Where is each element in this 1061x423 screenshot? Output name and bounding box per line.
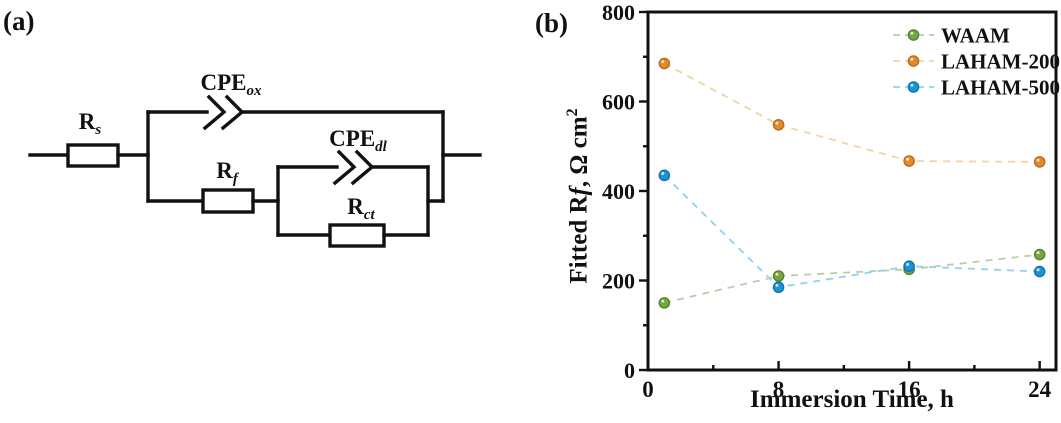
tick-label: 600 — [602, 90, 635, 115]
label-rf: Rf — [216, 158, 238, 187]
label-cpe-ox: CPEox — [200, 70, 262, 99]
circuit-diagram — [28, 94, 482, 248]
data-point — [903, 155, 915, 167]
panel-a-label: (a) — [3, 6, 35, 36]
rf-chart: 0 8 16 24 0 200 400 600 800 WAAMLAHAM-200LAHAM-50… — [602, 0, 1060, 402]
data-point — [907, 81, 920, 93]
series-line — [663, 62, 1040, 163]
label-cpe-dl: CPEdl — [329, 126, 387, 155]
data-point — [1033, 248, 1046, 261]
marker-highlight — [910, 57, 914, 61]
resistor-rf — [201, 188, 255, 214]
data-point — [772, 118, 785, 131]
legend-label: LAHAM-200 — [941, 50, 1060, 74]
marker-highlight — [775, 272, 779, 276]
tick-label: 200 — [602, 269, 635, 294]
tick-label: 16 — [898, 377, 921, 402]
data-point — [658, 297, 671, 309]
data-point — [772, 281, 785, 294]
data-point — [903, 260, 915, 272]
data-point — [658, 169, 671, 182]
tick-label: 24 — [1028, 377, 1052, 402]
data-point — [1033, 156, 1046, 168]
label-rs: Rs — [78, 109, 102, 138]
cpe-dl-chevron-1 — [332, 149, 357, 186]
tick-label: 400 — [602, 179, 635, 204]
series-LAHAM-200 — [658, 57, 1046, 168]
panel-b-label: (b) — [535, 8, 568, 38]
marker-highlight — [906, 262, 910, 266]
marker-highlight — [661, 172, 665, 176]
data-point — [907, 55, 920, 67]
marker-highlight — [661, 299, 665, 303]
resistor-rct — [328, 223, 386, 248]
tick-label: 0 — [642, 377, 654, 402]
legend-label: WAAM — [941, 24, 1010, 48]
cpe-ox-chevron-1 — [202, 94, 227, 131]
x-axis-title: Immersion Time, h — [750, 386, 954, 413]
label-rct: Rct — [347, 194, 375, 223]
series-line — [663, 174, 1040, 289]
series-line — [664, 253, 1040, 304]
series-WAAM — [658, 248, 1046, 309]
data-point — [772, 270, 785, 282]
data-point — [1033, 265, 1046, 278]
y-axis-title: Fitted Rf, Ω cm2 — [564, 108, 593, 284]
legend-item-LAHAM-200: LAHAM-200 — [893, 50, 1060, 74]
marker-highlight — [1036, 268, 1040, 272]
marker-highlight — [661, 60, 665, 64]
resistor-rs — [66, 143, 120, 168]
data-point — [907, 29, 920, 41]
axis-ticks — [639, 10, 1041, 372]
marker-highlight — [910, 31, 914, 35]
series-LAHAM-500 — [658, 169, 1046, 294]
marker-highlight — [775, 283, 779, 287]
tick-label: 8 — [773, 377, 785, 402]
legend-item-WAAM: WAAM — [893, 24, 1010, 48]
legend-label: LAHAM-500 — [941, 76, 1060, 100]
marker-highlight — [1036, 251, 1040, 255]
data-point — [658, 57, 671, 70]
marker-highlight — [906, 157, 910, 161]
legend-item-LAHAM-500: LAHAM-500 — [893, 76, 1060, 100]
tick-label: 0 — [624, 358, 635, 383]
marker-highlight — [775, 121, 779, 125]
marker-highlight — [910, 83, 914, 87]
tick-label: 800 — [602, 0, 635, 25]
marker-highlight — [1036, 158, 1040, 162]
